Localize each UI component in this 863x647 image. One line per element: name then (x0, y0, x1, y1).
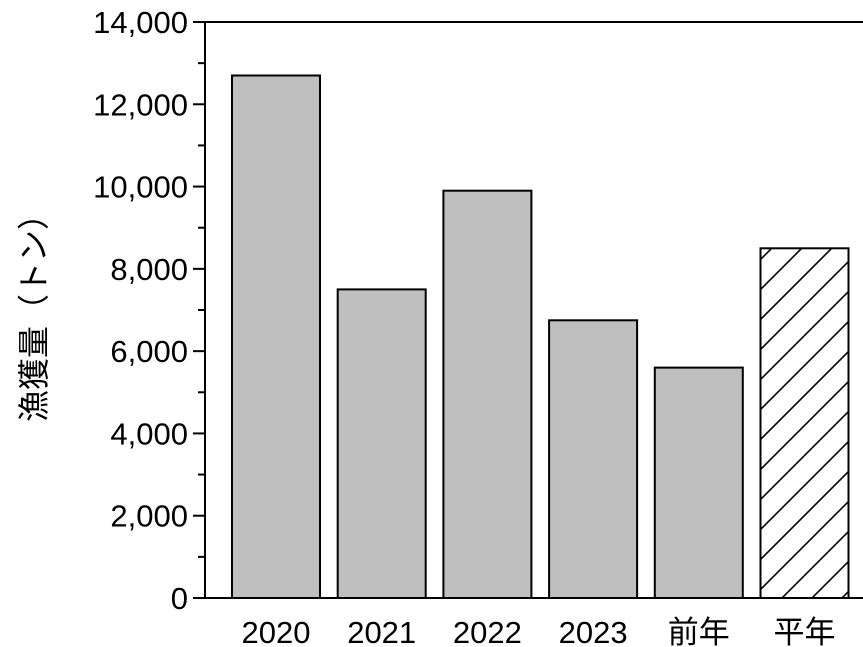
x-tick-label-3: 2022 (453, 615, 522, 647)
x-tick-label-4: 2023 (559, 615, 628, 647)
bar-3 (442, 189, 533, 599)
y-tick-label-2000: 2,000 (110, 499, 188, 534)
y-tick-label-0: 0 (171, 581, 188, 616)
bar-6 (759, 247, 850, 600)
y-tick-label-12000: 12,000 (93, 87, 188, 122)
y-tick-label-4000: 4,000 (110, 416, 188, 451)
plot-area: 2020 2021 2022 2023 前年 平年 0 2,000 4,000 6,000 8,00… (93, 5, 863, 647)
bar-4 (548, 319, 639, 599)
x-tick-label-1: 2020 (242, 615, 311, 647)
y-tick-label-10000: 10,000 (93, 170, 188, 205)
y-tick-label-14000: 14,000 (93, 5, 188, 40)
bar-2 (336, 288, 427, 599)
x-tick-label-2: 2021 (347, 615, 416, 647)
x-tick-label-6: 平年 (774, 615, 836, 647)
x-tick-label-5: 前年 (668, 615, 730, 647)
y-tick-label-6000: 6,000 (110, 334, 188, 369)
y-tick-label-8000: 8,000 (110, 252, 188, 287)
y-axis-label: 漁獲量（トン） (15, 198, 53, 422)
bar-5 (653, 366, 744, 599)
bar-1 (231, 74, 321, 599)
